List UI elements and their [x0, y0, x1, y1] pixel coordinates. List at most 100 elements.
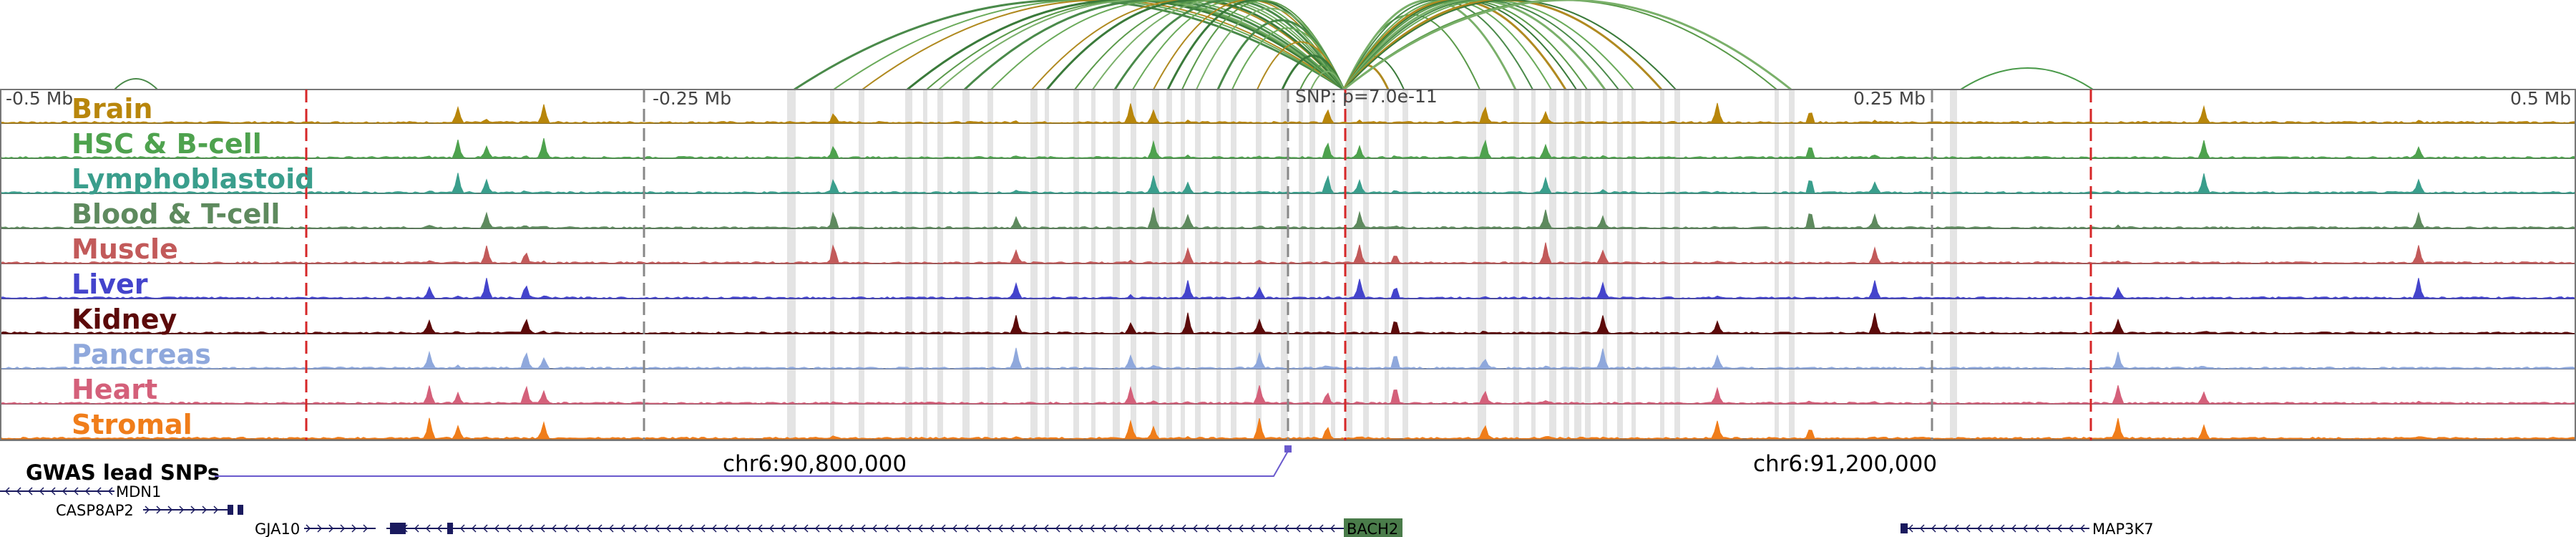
gene-strand-chevron: [746, 524, 751, 533]
gene-annotations: MDN1 CASP8AP2 GJA10 BACH2 MAP3K7: [0, 483, 2154, 537]
gene-strand-chevron: [2079, 524, 2085, 533]
gene-strand-chevron: [1953, 524, 1959, 533]
gene-strand-chevron: [39, 487, 44, 495]
highlight-regions: [787, 90, 1957, 440]
gene-exon: [1901, 523, 1908, 533]
gene-strand-chevron: [814, 524, 820, 533]
gene-strand-chevron: [997, 524, 1003, 533]
gwas-lead-snps: GWAS lead SNPs: [26, 445, 1292, 485]
gene-label-mdn1: MDN1: [116, 483, 161, 500]
signal-track-stromal: [0, 417, 2576, 440]
gene-strand-chevron: [436, 524, 442, 533]
gene-strand-chevron: [2011, 524, 2016, 533]
gene-strand-chevron: [1020, 524, 1026, 533]
gene-exon: [228, 505, 233, 515]
chromatin-loop-arc: [1960, 67, 2094, 90]
gene-strand-chevron: [4, 487, 10, 495]
gene-strand-chevron: [1169, 524, 1175, 533]
gene-strand-chevron: [1066, 524, 1072, 533]
gene-strand-chevron: [769, 524, 774, 533]
gene-strand-chevron: [1009, 524, 1015, 533]
axis-tick-label-neg-0-5: -0.5 Mb: [6, 88, 73, 109]
gene-strand-chevron: [665, 524, 671, 533]
highlight-band: [830, 90, 834, 440]
gene-strand-chevron: [1931, 524, 1936, 533]
track-label-muscle: Muscle: [72, 233, 178, 265]
gene-strand-chevron: [2057, 524, 2062, 533]
gene-strand-chevron: [837, 524, 843, 533]
highlight-band: [1674, 90, 1680, 440]
signal-track-pancreas: [0, 347, 2576, 369]
signal-track-kidney: [0, 312, 2576, 334]
track-label-kidney: Kidney: [72, 304, 177, 335]
signal-track-muscle: [0, 242, 2576, 264]
highlight-band: [1030, 90, 1038, 440]
gene-strand-chevron: [517, 524, 522, 533]
gene-strand-chevron: [711, 524, 717, 533]
gene-strand-chevron: [202, 505, 208, 514]
gene-strand-chevron: [1249, 524, 1255, 533]
highlight-band: [1195, 90, 1201, 440]
signal-track-hsc-b-cell: [0, 137, 2576, 159]
gene-strand-chevron: [574, 524, 580, 533]
gene-strand-chevron: [1238, 524, 1244, 533]
track-label-liver: Liver: [72, 268, 148, 300]
gene-strand-chevron: [906, 524, 912, 533]
highlight-band: [1299, 90, 1303, 440]
gene-strand-chevron: [894, 524, 900, 533]
snp-pvalue-label: SNP: p=7.0e-11: [1295, 86, 1438, 107]
gene-strand-chevron: [562, 524, 568, 533]
chromatin-loop-arc: [1343, 0, 1677, 90]
gene-model-bach2: [386, 524, 1345, 533]
highlight-band: [1281, 90, 1288, 440]
gene-strand-chevron: [107, 487, 113, 495]
gene-strand-chevron: [2045, 524, 2051, 533]
chromatin-loop-arc: [990, 0, 1345, 90]
gene-strand-chevron: [50, 487, 56, 495]
highlight-band: [1309, 90, 1315, 440]
highlight-band: [1045, 90, 1049, 440]
gene-strand-chevron: [190, 505, 196, 514]
gene-strand-chevron: [677, 524, 683, 533]
gene-strand-chevron: [585, 524, 591, 533]
chromatin-loop-arc: [1045, 0, 1345, 90]
gene-strand-chevron: [1976, 524, 1982, 533]
gene-strand-chevron: [73, 487, 79, 495]
track-label-stromal: Stromal: [72, 409, 192, 440]
gene-strand-chevron: [826, 524, 831, 533]
track-label-blood-t-cell: Blood & T-cell: [72, 198, 280, 230]
axis-tick-label-neg-0-25: -0.25 Mb: [653, 88, 731, 109]
gene-strand-chevron: [1192, 524, 1198, 533]
gene-strand-chevron: [1112, 524, 1118, 533]
track-label-hsc-b-cell: HSC & B-cell: [72, 128, 262, 160]
gene-strand-chevron: [1307, 524, 1312, 533]
gene-strand-chevron: [167, 505, 173, 514]
track-label-lymphoblastoid: Lymphoblastoid: [72, 163, 314, 195]
highlight-band: [1950, 90, 1957, 440]
gene-strand-chevron: [1215, 524, 1221, 533]
signal-track-blood-t-cell: [0, 207, 2576, 229]
gene-exon: [238, 505, 243, 515]
gene-strand-chevron: [425, 524, 431, 533]
signal-track-liver: [0, 278, 2576, 299]
gene-strand-chevron: [317, 524, 323, 533]
gene-strand-chevron: [757, 524, 763, 533]
gene-strand-chevron: [156, 505, 162, 514]
gene-strand-chevron: [975, 524, 980, 533]
gene-strand-chevron: [145, 505, 150, 514]
gene-strand-chevron: [471, 524, 477, 533]
coordinate-labels: chr6:90,800,000 chr6:91,200,000: [723, 451, 1937, 477]
bach2-highlight-box: [1344, 518, 1402, 537]
gene-strand-chevron: [1261, 524, 1267, 533]
gene-strand-chevron: [16, 487, 21, 495]
gene-strand-chevron: [1146, 524, 1152, 533]
gene-strand-chevron: [1999, 524, 2005, 533]
gene-strand-chevron: [179, 505, 185, 514]
highlight-band: [923, 90, 927, 440]
gene-strand-chevron: [700, 524, 706, 533]
gene-strand-chevron: [1158, 524, 1163, 533]
gene-strand-chevron: [2022, 524, 2028, 533]
axis-tick-label-0-5: 0.5 Mb: [2510, 88, 2571, 109]
gene-strand-chevron: [363, 524, 369, 533]
